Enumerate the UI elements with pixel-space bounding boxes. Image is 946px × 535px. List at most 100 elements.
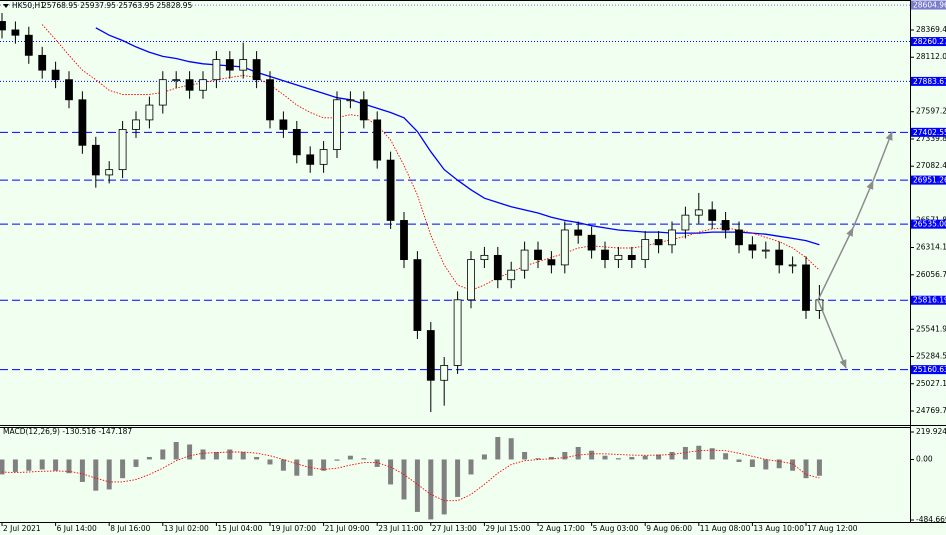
x-tick-label: 2 Jul 2021	[3, 524, 41, 533]
candle-body	[654, 239, 663, 246]
macd-bar	[548, 456, 554, 460]
macd-bar	[736, 459, 742, 462]
candle-body	[547, 259, 556, 266]
macd-bar	[535, 458, 541, 460]
macd-bar	[267, 459, 273, 465]
macd-bar	[602, 455, 608, 460]
macd-bar	[334, 459, 340, 461]
macd-bar	[187, 444, 193, 460]
candle-body	[426, 330, 435, 381]
candle-body	[51, 69, 60, 81]
macd-bar	[361, 458, 367, 460]
x-tick-label: 15 Jul 04:00	[217, 524, 262, 533]
candle-body	[574, 229, 583, 236]
macd-bar	[254, 456, 260, 460]
level-label-box	[911, 0, 946, 10]
macd-bar	[347, 455, 353, 460]
candle-body	[212, 59, 221, 81]
macd-bar	[642, 455, 648, 460]
candle-body	[453, 299, 462, 366]
macd-bar	[414, 459, 420, 512]
y-tick-label: 27082.40	[916, 161, 946, 170]
macd-bar	[749, 459, 755, 467]
candle-body	[614, 254, 623, 261]
candle-body	[306, 154, 315, 165]
arrow	[817, 227, 854, 301]
candle-body	[91, 144, 100, 176]
candle-body	[292, 129, 301, 156]
candle-body	[480, 254, 489, 261]
candle-body	[118, 129, 127, 171]
macd-bar	[388, 459, 394, 485]
candle-body	[11, 29, 20, 36]
candle-body	[386, 159, 395, 221]
candle-body	[172, 79, 181, 82]
y-tick-label: 26056.70	[916, 270, 946, 279]
macd-bar	[629, 456, 635, 460]
level-label: 25160.63	[913, 365, 946, 374]
level-label-box	[911, 127, 946, 137]
macd-bar	[481, 454, 487, 460]
arrow	[852, 180, 874, 229]
macd-bar	[240, 451, 246, 460]
macd-bar	[307, 459, 313, 476]
macd-bar	[669, 451, 675, 460]
projection-arrows	[817, 131, 893, 369]
x-tick-label: 11 Aug 08:00	[700, 524, 751, 533]
candle-body	[78, 99, 87, 146]
macd-bar	[120, 459, 126, 479]
candle-body	[0, 21, 6, 31]
macd-bar	[428, 459, 434, 520]
x-tick-label: 8 Jul 16:00	[110, 524, 150, 533]
x-tick-label: 5 Aug 03:00	[593, 524, 639, 533]
macd-bar	[79, 459, 85, 482]
symbol-menu-icon[interactable]	[3, 4, 9, 8]
level-label-box	[911, 295, 946, 305]
candle-body	[333, 99, 341, 150]
y-tick-label: 24769.70	[916, 406, 946, 415]
x-tick-label: 23 Jul 11:00	[378, 524, 423, 533]
candle-body	[534, 249, 542, 261]
candle-body	[601, 249, 609, 261]
macd-bar	[816, 459, 822, 476]
macd-bar	[763, 459, 769, 470]
macd-bar	[468, 459, 474, 475]
x-tick-label: 21 Jul 09:00	[325, 524, 370, 533]
candle-body	[346, 99, 355, 102]
candle-body	[493, 254, 502, 281]
macd-y-tick-label: -484.669	[916, 515, 946, 524]
candle-body	[641, 239, 650, 261]
candle-body	[225, 59, 234, 71]
level-label: 28260.27	[913, 37, 946, 46]
macd-y-tick-label: 0.00	[916, 454, 933, 463]
x-tick-label: 2 Aug 17:00	[539, 524, 585, 533]
candle-body	[694, 209, 703, 216]
level-label-box	[911, 219, 946, 229]
macd-bar	[562, 451, 568, 460]
macd-bar	[508, 438, 514, 460]
macd-bar	[709, 448, 715, 460]
arrow	[817, 299, 847, 369]
macd-bar	[776, 459, 782, 469]
macd-bar	[522, 451, 528, 460]
candle-body	[761, 249, 770, 252]
macd-bar	[656, 454, 662, 460]
x-tick-label: 6 Jul 14:00	[57, 524, 97, 533]
candle-body	[627, 254, 636, 261]
candle-body	[440, 365, 449, 381]
candle-body	[735, 229, 743, 246]
candle-body	[252, 59, 261, 81]
candle-body	[788, 264, 797, 267]
x-tick-label: 17 Aug 12:00	[807, 524, 858, 533]
macd-bar	[723, 453, 729, 460]
macd-bar	[39, 459, 45, 470]
macd-bar	[280, 459, 286, 471]
macd-bar	[160, 449, 166, 460]
candle-body	[520, 249, 529, 271]
candle-body	[802, 264, 810, 311]
candle-body	[373, 119, 382, 161]
level-label-box	[911, 175, 946, 185]
frame	[0, 0, 946, 523]
y-tick-label: 25284.50	[916, 352, 946, 361]
